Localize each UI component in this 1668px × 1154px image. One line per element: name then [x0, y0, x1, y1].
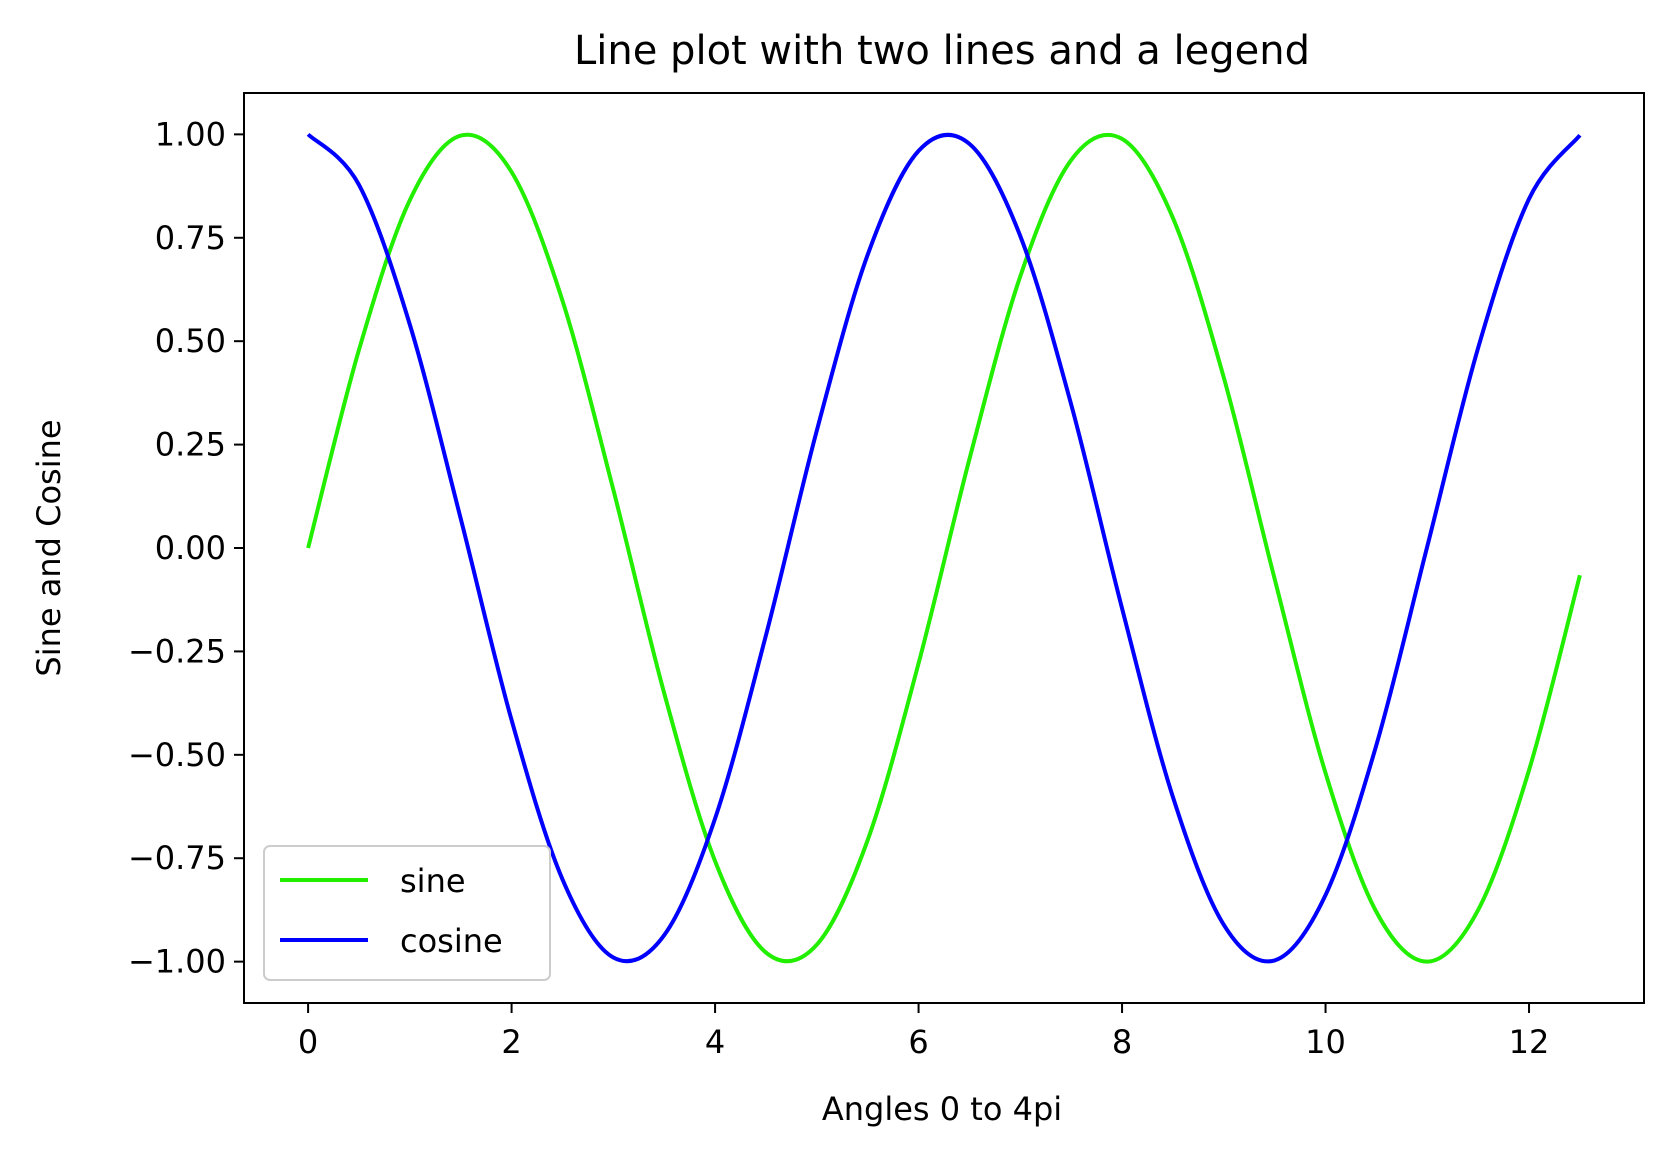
y-axis-label: Sine and Cosine: [30, 419, 68, 676]
sine-series-line: [306, 132, 1582, 964]
chart-title: Line plot with two lines and a legend: [574, 28, 1310, 74]
y-tick-label: −0.75: [128, 839, 226, 877]
x-axis-ticks: 0 2 4 6 8 10 12: [298, 1003, 1549, 1061]
x-axis-label: Angles 0 to 4pi: [822, 1090, 1062, 1128]
y-tick-label: −0.25: [128, 632, 226, 670]
x-tick-label: 12: [1509, 1023, 1550, 1061]
y-tick-label: 0.50: [155, 322, 226, 360]
x-tick-label: 4: [705, 1023, 725, 1061]
y-tick-label: 0.25: [155, 426, 226, 464]
y-tick-label: −0.50: [128, 736, 226, 774]
y-axis-ticks: 1.00 0.75 0.50 0.25 0.00 −0.25 −0.50 −0.75 −1.00: [128, 115, 244, 981]
legend-sine-label: sine: [400, 862, 466, 900]
legend-cosine-label: cosine: [400, 922, 503, 960]
cosine-series-line: [306, 132, 1582, 964]
x-tick-label: 2: [501, 1023, 521, 1061]
x-tick-label: 10: [1305, 1023, 1346, 1061]
series-lines: [306, 132, 1582, 964]
legend: sine cosine: [263, 845, 551, 981]
x-tick-label: 8: [1112, 1023, 1132, 1061]
x-tick-label: 0: [298, 1023, 318, 1061]
y-tick-label: 0.00: [155, 529, 226, 567]
x-tick-label: 6: [908, 1023, 928, 1061]
y-tick-label: 0.75: [155, 219, 226, 257]
y-tick-label: 1.00: [155, 115, 226, 153]
y-tick-label: −1.00: [128, 943, 226, 981]
